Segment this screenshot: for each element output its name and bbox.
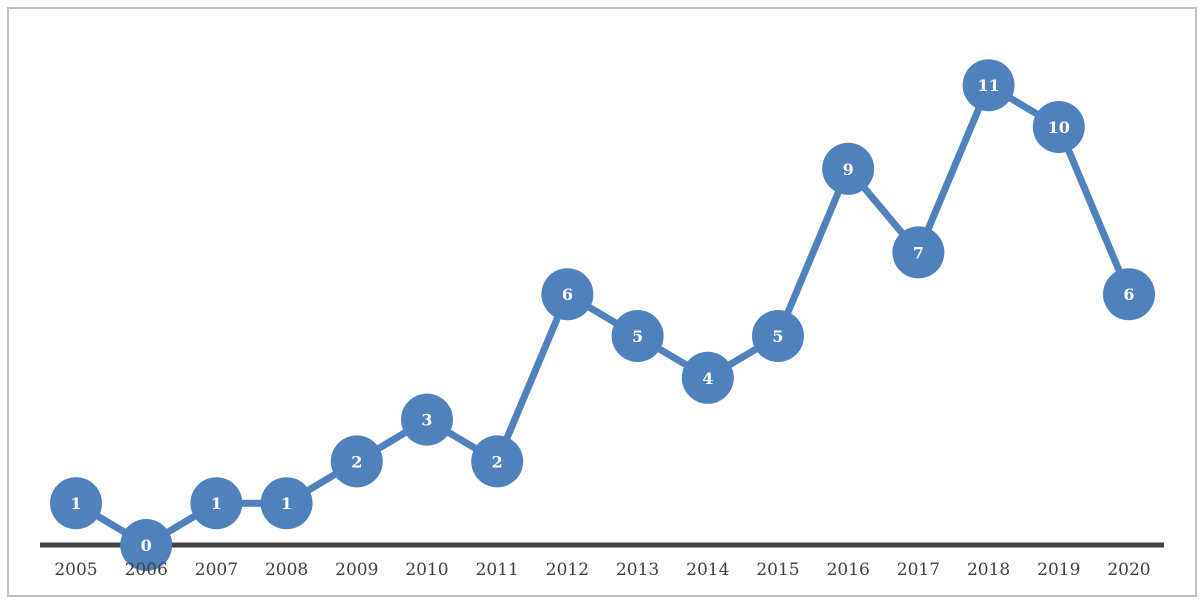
data-label-2020: 6 xyxy=(1123,285,1134,304)
x-tick-label-2015: 2015 xyxy=(756,560,799,580)
data-label-2013: 5 xyxy=(632,327,643,346)
data-label-2018: 11 xyxy=(977,76,999,95)
data-point-2005 xyxy=(50,477,102,530)
data-label-2019: 10 xyxy=(1048,118,1070,137)
data-point-2016 xyxy=(822,142,875,195)
data-label-2005: 1 xyxy=(70,494,81,513)
x-tick-label-2006: 2006 xyxy=(125,560,168,580)
data-point-2012 xyxy=(541,268,594,321)
x-tick-label-2011: 2011 xyxy=(476,560,519,580)
series-line xyxy=(72,81,1133,549)
x-tick-label-2018: 2018 xyxy=(967,560,1010,580)
data-point-2017 xyxy=(892,226,945,279)
data-point-2010 xyxy=(401,393,453,446)
x-tick-label-2012: 2012 xyxy=(546,560,589,580)
data-point-2008 xyxy=(260,477,313,530)
data-point-2009 xyxy=(330,435,383,488)
data-label-2010: 3 xyxy=(421,411,432,430)
x-tick-label-2020: 2020 xyxy=(1107,560,1150,580)
data-label-2014: 4 xyxy=(702,369,713,388)
data-label-2007: 1 xyxy=(211,494,222,513)
data-point-2011 xyxy=(471,435,524,488)
x-tick-label-2008: 2008 xyxy=(265,560,308,580)
data-point-2018 xyxy=(962,59,1015,112)
data-point-2015 xyxy=(752,310,804,362)
x-tick-label-2005: 2005 xyxy=(54,560,97,580)
data-point-2006 xyxy=(120,519,173,571)
data-label-2006: 0 xyxy=(141,536,152,555)
data-label-2011: 2 xyxy=(492,452,503,471)
data-label-2015: 5 xyxy=(772,327,783,346)
data-label-2016: 9 xyxy=(843,160,854,179)
data-point-2019 xyxy=(1032,101,1085,153)
x-tick-label-2010: 2010 xyxy=(405,560,448,580)
x-tick-label-2014: 2014 xyxy=(686,560,729,580)
x-tick-label-2017: 2017 xyxy=(897,560,940,580)
data-label-2008: 1 xyxy=(281,494,292,513)
data-point-2007 xyxy=(190,477,243,530)
x-tick-label-2016: 2016 xyxy=(827,560,870,580)
series-group xyxy=(72,81,1133,549)
x-tick-label-2013: 2013 xyxy=(616,560,659,580)
x-tick-labels: 2005 2006 2007 2008 2009 2010 2011 2012 2013 2014… xyxy=(54,560,1150,580)
data-point-2013 xyxy=(611,310,664,362)
x-tick-label-2019: 2019 xyxy=(1037,560,1080,580)
data-point-2020 xyxy=(1103,268,1155,321)
data-label-2012: 6 xyxy=(562,285,573,304)
data-label-2017: 7 xyxy=(913,243,924,262)
x-tick-label-2009: 2009 xyxy=(335,560,378,580)
x-tick-label-2007: 2007 xyxy=(195,560,238,580)
data-point-2014 xyxy=(681,351,734,404)
data-label-2009: 2 xyxy=(351,452,362,471)
